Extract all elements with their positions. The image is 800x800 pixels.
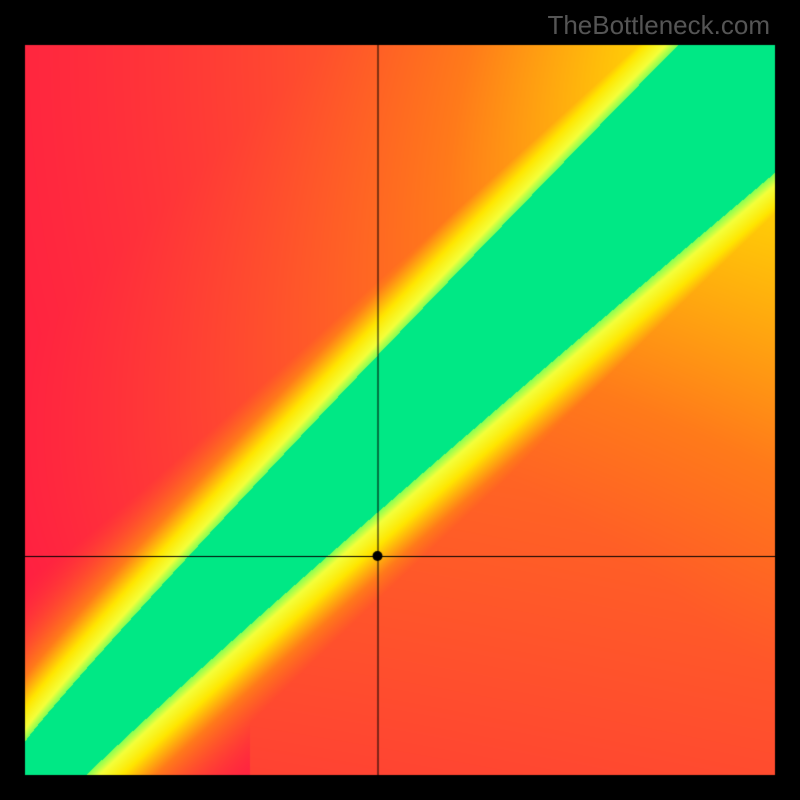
- heatmap-canvas: [0, 0, 800, 800]
- watermark-text: TheBottleneck.com: [547, 10, 770, 41]
- chart-container: TheBottleneck.com: [0, 0, 800, 800]
